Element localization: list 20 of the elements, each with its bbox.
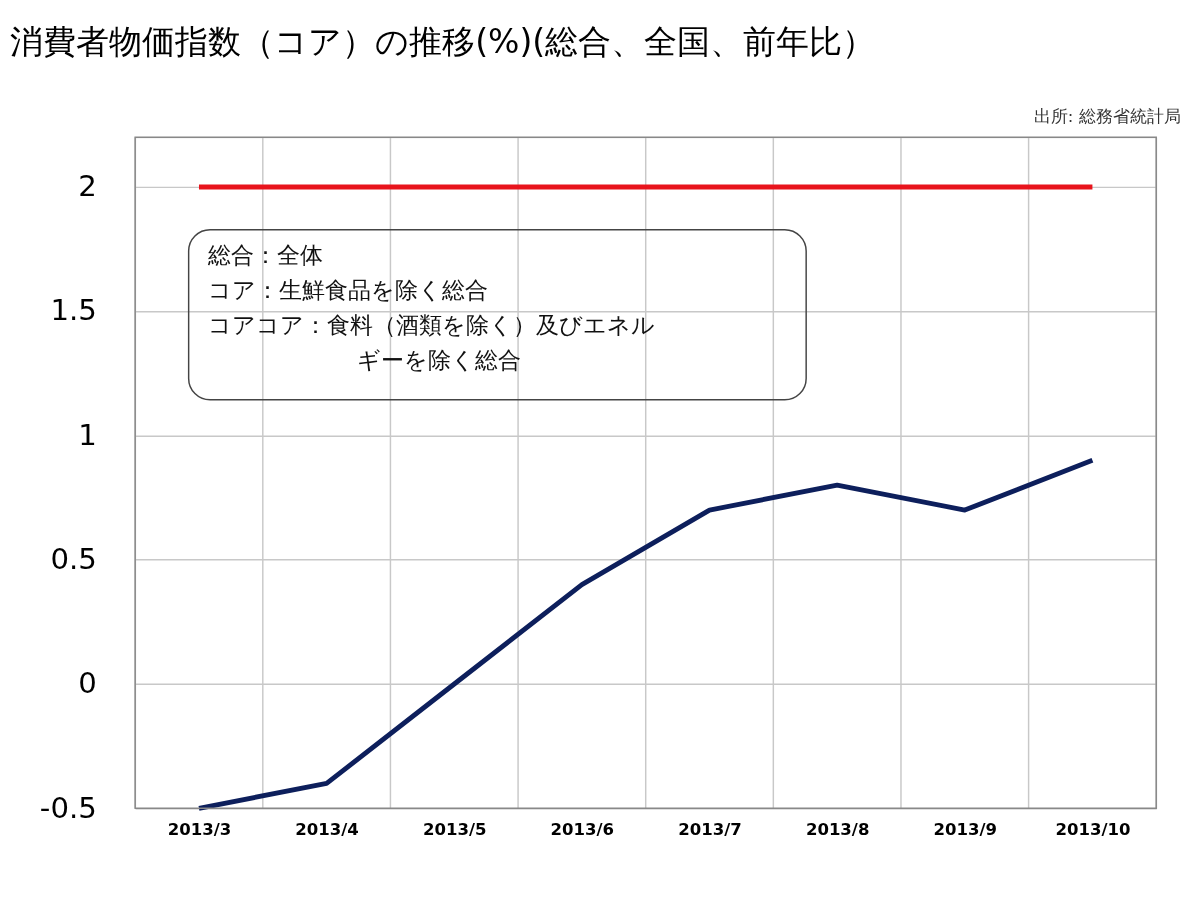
chart-title: 消費者物価指数（コア）の推移(%)(総合、全国、前年比） [10, 21, 876, 61]
y-tick-label: -0.5 [39, 790, 97, 825]
text: 出所: 総務省統計局 [1033, 106, 1181, 126]
annotation: コア：生鮮食品を除く総合 [208, 275, 489, 304]
y-tick-label: 2 [78, 169, 97, 204]
x-tick-label: 2013/8 [805, 820, 870, 840]
y-tick-label: 1 [78, 417, 97, 452]
x-tick-label: 2013/4 [295, 820, 359, 840]
x-tick-label: 2013/3 [167, 820, 232, 840]
x-tick-label: 2013/5 [422, 820, 487, 840]
x-tick-label: 2013/7 [678, 820, 742, 840]
y-tick-label: 0 [78, 666, 97, 701]
x-tick-label: 2013/6 [550, 820, 615, 840]
y-tick-label: 1.5 [50, 293, 97, 328]
annotation: 総合：全体 [207, 240, 324, 269]
y-tick-label: 0.5 [50, 541, 97, 576]
x-tick-label: 2013/9 [933, 820, 998, 840]
line-series [196, 457, 1095, 811]
annotation: コアコア：食料（酒類を除く）及びエネルギーを除く総合 [208, 310, 656, 374]
x-tick-label: 2013/10 [1055, 820, 1131, 840]
